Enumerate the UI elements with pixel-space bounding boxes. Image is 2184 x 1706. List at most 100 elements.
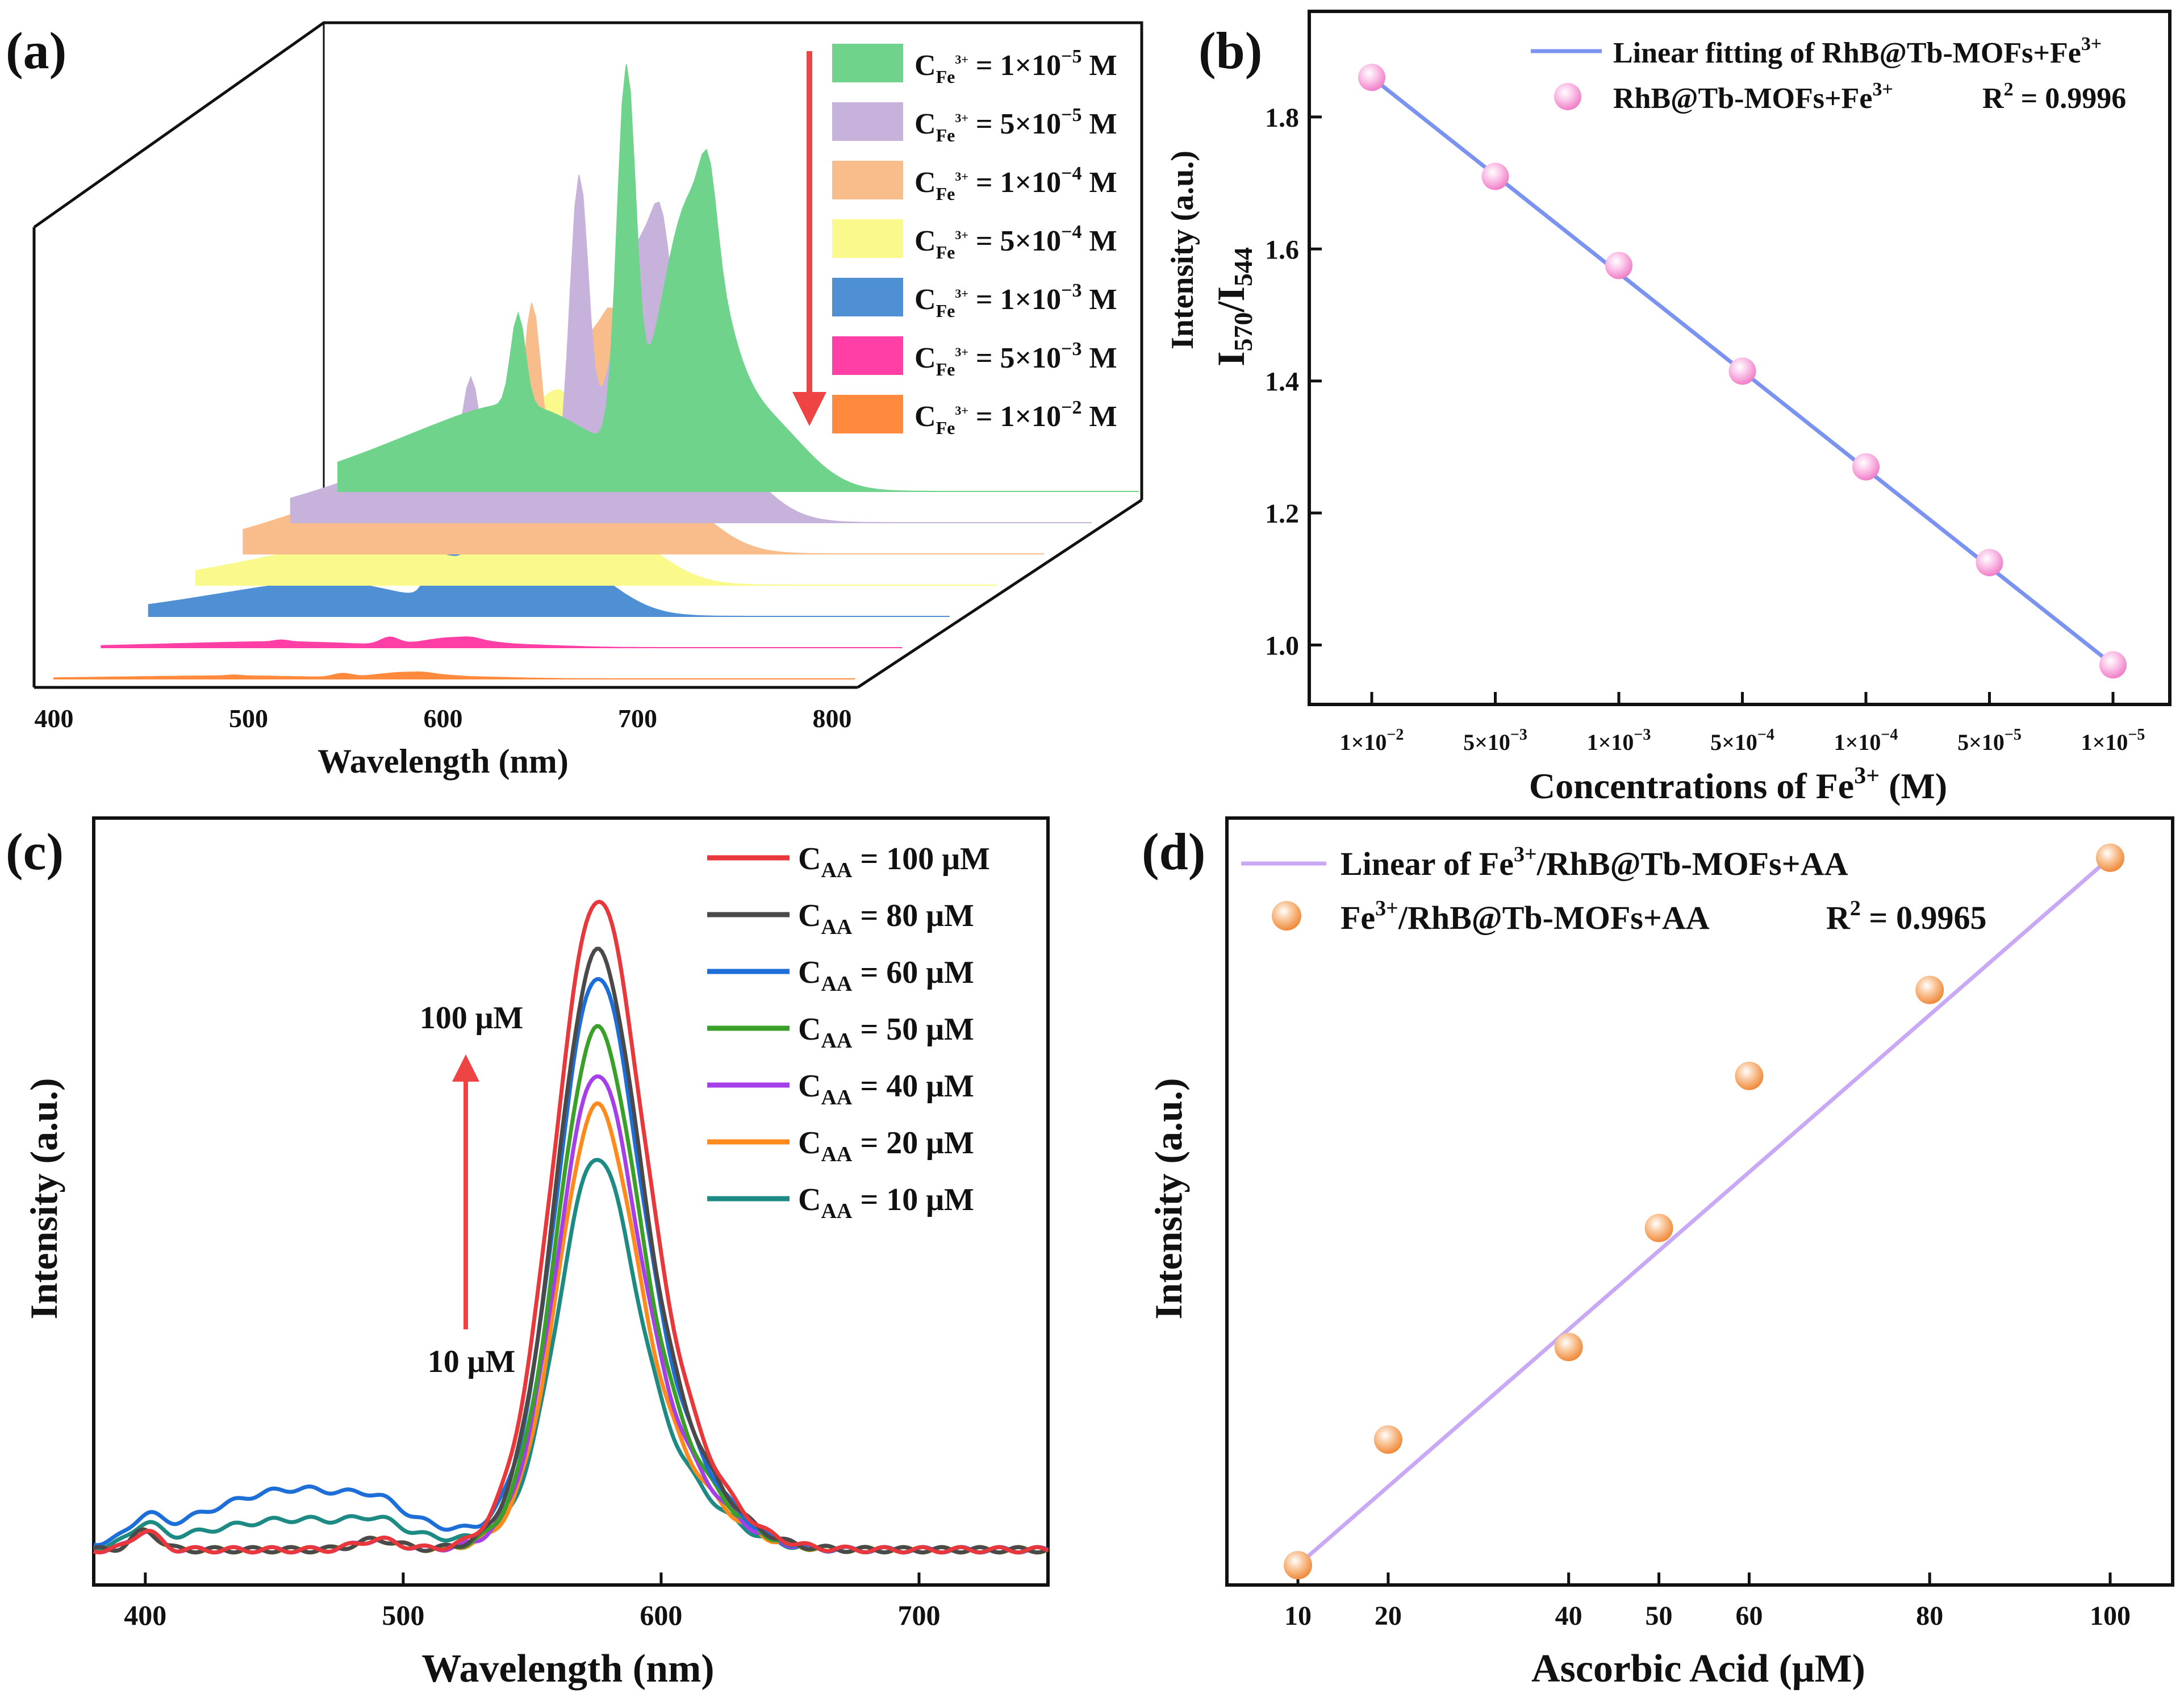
b-data-point [1481,162,1509,190]
d-x-ticks: 10 20 40 50 60 80 100 [1284,1572,2131,1631]
b-legend: Linear fitting of RhB@Tb-MOFs+Fe3+ RhB@T… [1531,34,2126,115]
d-fit-line [1296,856,2112,1567]
b-x-tick-label: 5×10−5 [1957,726,2022,755]
a-spectrum-area [53,671,855,679]
a-legend-label: CFe3+ = 5×10−5 M [914,105,1117,145]
a-legend-swatch [832,219,903,258]
b-data-point [1728,357,1756,385]
panel-d-linear-fit: 10 20 40 50 60 80 100 Linear of Fe3+/RhB@Tb-MO… [1147,816,2174,1691]
c-annotation-high: 100 μM [420,1000,524,1036]
a-legend-label: CFe3+ = 1×10−2 M [914,397,1117,438]
d-data-point [1735,1061,1764,1090]
c-x-tick-label: 400 [124,1599,166,1631]
d-x-tick-label: 40 [1555,1601,1582,1631]
d-data-point [1915,975,1944,1004]
d-data-point [2096,843,2124,872]
d-legend-point-label: Fe3+/RhB@Tb-MOFs+AA [1341,896,1710,936]
c-legend-label: CAA = 40 μM [798,1069,974,1109]
a-x-tick-label: 400 [35,704,74,733]
c-legend-label: CAA = 60 μM [798,955,974,996]
b-x-tick-label: 1×10−4 [1834,726,1898,755]
b-y-axis-label: I570/I544 [1209,247,1258,366]
c-legend-label: CAA = 10 μM [798,1182,974,1223]
c-x-ticks: 400 500 600 700 [124,1572,940,1631]
d-data-point [1373,1425,1402,1454]
c-annotation-low: 10 μM [428,1344,516,1379]
a-x-tick-label: 800 [813,704,852,733]
c-spectrum-line [93,946,1049,1555]
a-legend-swatch [832,102,903,141]
b-x-tick-label: 1×10−5 [2081,726,2145,755]
panel-label-a: (a) [6,22,66,80]
c-x-tick-label: 500 [382,1599,424,1631]
b-y-tick-label: 1.6 [1265,235,1299,265]
d-legend-fit-label: Linear of Fe3+/RhB@Tb-MOFs+AA [1341,842,1848,882]
d-x-tick-label: 100 [2090,1601,2131,1631]
d-x-tick-label: 60 [1735,1601,1763,1631]
panel-label-c: (c) [6,823,64,881]
a-legend-swatch [832,44,903,82]
a-spectra [53,64,1139,679]
c-y-axis-label: Intensity (a.u.) [22,1078,65,1319]
c-x-tick-label: 700 [897,1599,940,1631]
a-x-tick-label: 600 [424,704,463,733]
b-plot-frame [1308,10,2172,706]
b-legend-point-swatch [1554,83,1581,110]
b-x-tick-label: 5×10−3 [1463,726,1527,755]
d-x-tick-label: 10 [1284,1601,1312,1631]
b-y-tick-label: 1.8 [1265,103,1299,133]
a-legend-swatch [832,336,903,375]
a-legend-swatch [832,161,903,199]
b-x-ticks: 1×10−2 5×10−3 1×10−3 5×10−4 1×10−4 5×10−5 1×10… [1340,692,2145,755]
panel-label-b: (b) [1199,22,1262,80]
c-spectra-lines [93,899,1049,1555]
d-data-point [1644,1213,1673,1242]
a-legend: CFe3+ = 1×10−5 M CFe3+ = 5×10−5 M CFe3+ = … [832,44,1117,438]
c-spectrum-line [93,899,1049,1555]
b-data-points [1358,64,2127,679]
c-legend-label: CAA = 50 μM [798,1012,974,1053]
panel-b-linear-fit: 1.0 1.2 1.4 1.6 1.8 1×10−2 5×10−3 1×10−3 5×10−4… [1165,10,2172,806]
c-legend-label: CAA = 100 μM [798,841,990,882]
d-plot-frame [1225,816,2174,1587]
panel-label-d: (d) [1142,823,1205,881]
a-spectrum-area [101,636,903,648]
a-legend-label: CFe3+ = 5×10−3 M [914,339,1117,379]
b-y-tick-label: 1.0 [1265,631,1299,661]
b-data-point [1358,64,1385,91]
b-data-point [1605,252,1632,280]
c-legend-label: CAA = 80 μM [798,898,974,939]
c-legend-label: CAA = 20 μM [798,1125,974,1166]
d-data-point [1554,1333,1583,1362]
b-x-axis-label: Concentrations of Fe3+ (M) [1529,763,1947,806]
d-x-tick-label: 20 [1375,1601,1402,1631]
a-legend-label: CFe3+ = 1×10−4 M [914,163,1117,204]
b-legend-r2: R2 = 0.9996 [1982,79,2126,115]
a-x-tick-label: 500 [229,704,268,733]
a-legend-swatch [832,278,903,316]
a-x-tick-label: 700 [618,704,657,733]
d-data-points [1284,843,2124,1580]
b-data-point [1852,453,1880,481]
b-y-tick-label: 1.4 [1265,367,1299,397]
d-x-axis-label: Ascorbic Acid (μM) [1531,1647,1865,1691]
b-y-tick-label: 1.2 [1265,499,1299,529]
c-x-axis-label: Wavelength (nm) [421,1647,714,1691]
d-x-tick-label: 50 [1646,1601,1673,1631]
panel-a-waterfall: 400 500 600 700 800 Wavelength (nm) CFe3+ = … [32,21,1143,780]
b-x-tick-label: 5×10−4 [1710,726,1774,755]
a-legend-label: CFe3+ = 5×10−4 M [914,222,1117,262]
c-spectrum-line [93,1024,1049,1555]
d-legend-r2: R2 = 0.9965 [1826,896,1986,936]
d-legend: Linear of Fe3+/RhB@Tb-MOFs+AA Fe3+/RhB@T… [1241,842,1986,936]
a-legend-swatch [832,395,903,433]
a-3d-frame [32,21,1143,689]
d-y-axis-label: Intensity (a.u.) [1147,1078,1190,1319]
b-x-tick-label: 1×10−3 [1587,726,1651,755]
a-x-axis-label: Wavelength (nm) [318,743,569,780]
b-y-axis-label-top: Intensity (a.u.) [1165,151,1200,349]
a-legend-label: CFe3+ = 1×10−5 M [914,46,1117,87]
b-x-tick-label: 1×10−2 [1340,726,1404,755]
d-legend-point-swatch [1272,901,1301,931]
